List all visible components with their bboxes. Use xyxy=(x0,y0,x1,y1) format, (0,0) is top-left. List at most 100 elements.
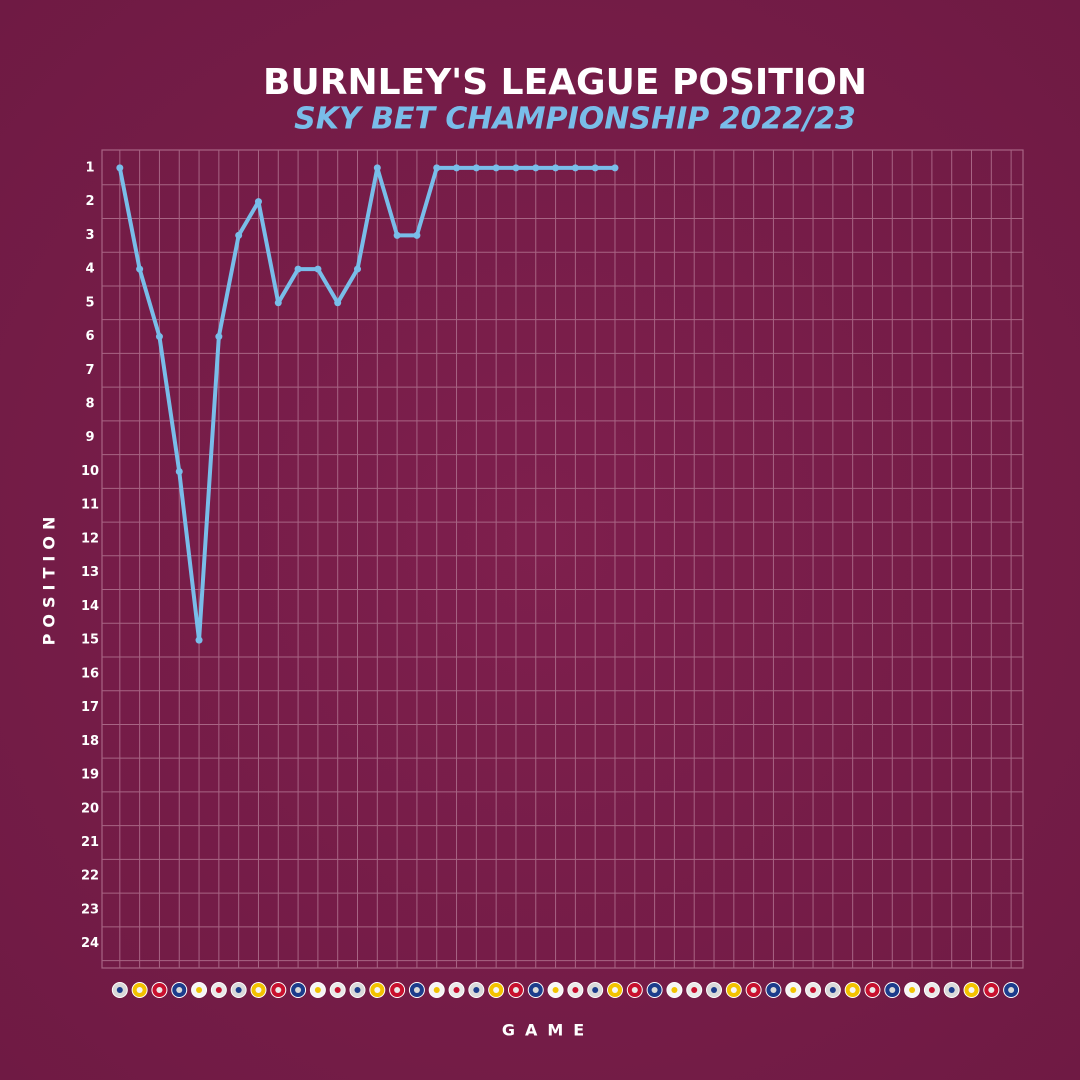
series-point xyxy=(413,231,421,239)
fixture-badge-center xyxy=(275,987,282,993)
y-tick-label: 8 xyxy=(85,397,94,412)
series-point xyxy=(116,164,124,172)
y-tick-label: 17 xyxy=(81,700,99,715)
series-point xyxy=(433,164,441,172)
fixture-badge-center xyxy=(770,987,777,993)
y-tick-label: 15 xyxy=(81,633,99,648)
series-point xyxy=(254,198,262,206)
series-point xyxy=(552,164,560,172)
fixture-badge-center xyxy=(136,987,143,993)
fixture-badge-center xyxy=(473,987,480,993)
fixture-badge-center xyxy=(948,987,955,993)
fixture-badge-center xyxy=(750,987,757,993)
chart-subtitle: SKY BET CHAMPIONSHIP 2022/23 xyxy=(294,102,856,137)
series-point xyxy=(532,164,540,172)
series-point xyxy=(136,265,144,273)
fixture-badge-center xyxy=(295,987,302,993)
series-point xyxy=(393,231,401,239)
y-axis-label: POSITION xyxy=(40,511,59,646)
series-point xyxy=(453,164,461,172)
series-point xyxy=(512,164,520,172)
fixture-badge-center xyxy=(572,987,579,993)
fixture-badge-center xyxy=(354,987,361,993)
fixture-badge-center xyxy=(849,987,856,993)
fixture-badge-center xyxy=(374,987,381,993)
y-tick-label: 1 xyxy=(85,160,94,175)
y-tick-label: 18 xyxy=(81,734,99,749)
series-point xyxy=(175,467,183,475)
y-tick-label: 5 xyxy=(85,295,94,310)
fixture-badge-center xyxy=(235,987,242,993)
y-tick-label: 20 xyxy=(81,801,99,816)
series-point xyxy=(373,164,381,172)
y-tick-label: 2 xyxy=(85,194,94,209)
y-tick-label: 24 xyxy=(81,936,99,951)
fixture-badge-center xyxy=(691,987,698,993)
series-point xyxy=(235,231,243,239)
fixture-badge-center xyxy=(790,987,797,993)
fixture-badge-center xyxy=(671,987,678,993)
fixture-badge-center xyxy=(512,987,519,993)
series-point xyxy=(591,164,599,172)
series-point xyxy=(215,333,223,341)
fixture-badge-center xyxy=(334,987,341,993)
fixture-badge-center xyxy=(631,987,638,993)
fixture-badge-center xyxy=(651,987,658,993)
fixture-badge-center xyxy=(215,987,222,993)
fixture-badge-center xyxy=(433,987,440,993)
fixture-badge-center xyxy=(869,987,876,993)
series-point xyxy=(195,636,203,644)
fixture-badge-center xyxy=(314,987,321,993)
fixture-badge-center xyxy=(176,987,183,993)
y-tick-label: 4 xyxy=(85,262,94,277)
fixture-badge-center xyxy=(928,987,935,993)
fixture-badge-center xyxy=(453,987,460,993)
fixture-badge-center xyxy=(394,987,401,993)
y-tick-label: 21 xyxy=(81,835,99,850)
y-tick-label: 19 xyxy=(81,768,99,783)
fixture-badge-center xyxy=(413,987,420,993)
series-point xyxy=(294,265,302,273)
fixture-badge-center xyxy=(889,987,896,993)
y-tick-label: 11 xyxy=(81,498,99,513)
series-point xyxy=(611,164,619,172)
y-tick-label: 6 xyxy=(85,329,94,344)
fixture-badge-center xyxy=(988,987,995,993)
series-point xyxy=(492,164,500,172)
y-tick-label: 14 xyxy=(81,599,99,614)
y-tick-label: 16 xyxy=(81,666,99,681)
fixture-badge-center xyxy=(532,987,539,993)
fixture-badge-center xyxy=(592,987,599,993)
y-tick-label: 9 xyxy=(85,430,94,445)
y-tick-label: 22 xyxy=(81,869,99,884)
fixture-badge-center xyxy=(829,987,836,993)
series-point xyxy=(571,164,579,172)
series-point xyxy=(354,265,362,273)
fixture-badge-center xyxy=(116,987,123,993)
fixture-badge-center xyxy=(1008,987,1015,993)
series-point xyxy=(314,265,322,273)
fixture-badge-center xyxy=(730,987,737,993)
chart-title: BURNLEY'S LEAGUE POSITION xyxy=(263,62,867,103)
y-tick-label: 3 xyxy=(85,228,94,243)
fixture-badge-center xyxy=(196,987,203,993)
y-tick-label: 7 xyxy=(85,363,94,378)
plot-border xyxy=(101,149,1024,969)
fixture-badge-center xyxy=(968,987,975,993)
series-point xyxy=(334,299,342,307)
y-tick-label: 23 xyxy=(81,902,99,917)
series-point xyxy=(274,299,282,307)
fixture-badge-center xyxy=(810,987,817,993)
x-axis-label: GAME xyxy=(502,1021,594,1040)
y-tick-label: 12 xyxy=(81,531,99,546)
y-tick-label: 13 xyxy=(81,565,99,580)
fixture-badge-center xyxy=(493,987,500,993)
fixture-badge-center xyxy=(156,987,163,993)
fixture-badge-center xyxy=(552,987,559,993)
fixture-badge-center xyxy=(909,987,916,993)
series-point xyxy=(155,333,163,341)
fixture-badge-center xyxy=(711,987,718,993)
